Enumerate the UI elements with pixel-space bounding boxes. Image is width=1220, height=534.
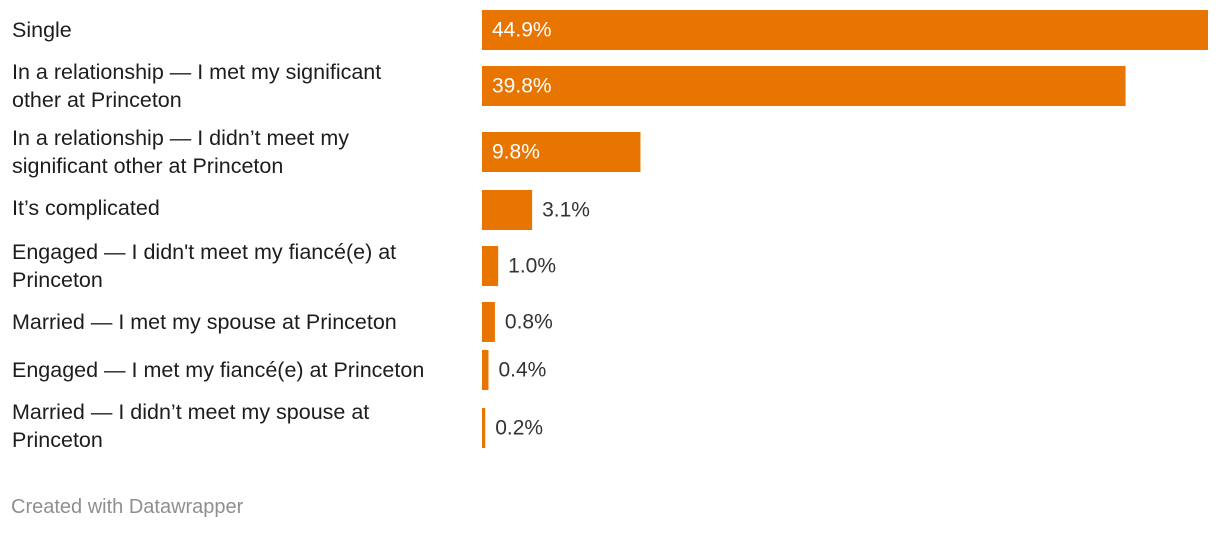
- value-label: 39.8%: [492, 75, 552, 98]
- bar: [482, 302, 495, 342]
- value-label: 1.0%: [508, 255, 556, 278]
- bar: [482, 350, 489, 390]
- bar: [482, 66, 1126, 106]
- bar: [482, 408, 486, 448]
- category-label: In a relationship — I met my significant…: [12, 60, 381, 112]
- category-label: It’s complicated: [12, 196, 160, 220]
- category-label: Engaged — I didn't meet my fiancé(e) at P…: [12, 240, 396, 292]
- category-label: In a relationship — I didn’t meet my sign…: [12, 126, 349, 178]
- credit-text: Created with Datawrapper: [11, 496, 244, 518]
- value-label: 9.8%: [492, 141, 540, 164]
- category-label: Single: [12, 18, 72, 42]
- value-label: 0.2%: [495, 417, 543, 440]
- category-label: Engaged — I met my fiancé(e) at Princeto…: [12, 358, 424, 382]
- value-label: 0.8%: [505, 311, 553, 334]
- bar: [482, 190, 533, 230]
- bar: [482, 132, 641, 172]
- bar: [482, 246, 499, 286]
- value-label: 3.1%: [542, 199, 590, 222]
- bar: [482, 10, 1208, 50]
- value-label: 44.9%: [492, 19, 552, 42]
- value-label: 0.4%: [498, 359, 546, 382]
- category-label: Married — I met my spouse at Princeton: [12, 310, 397, 334]
- category-label: Married — I didn’t meet my spouse at Prin…: [12, 400, 369, 452]
